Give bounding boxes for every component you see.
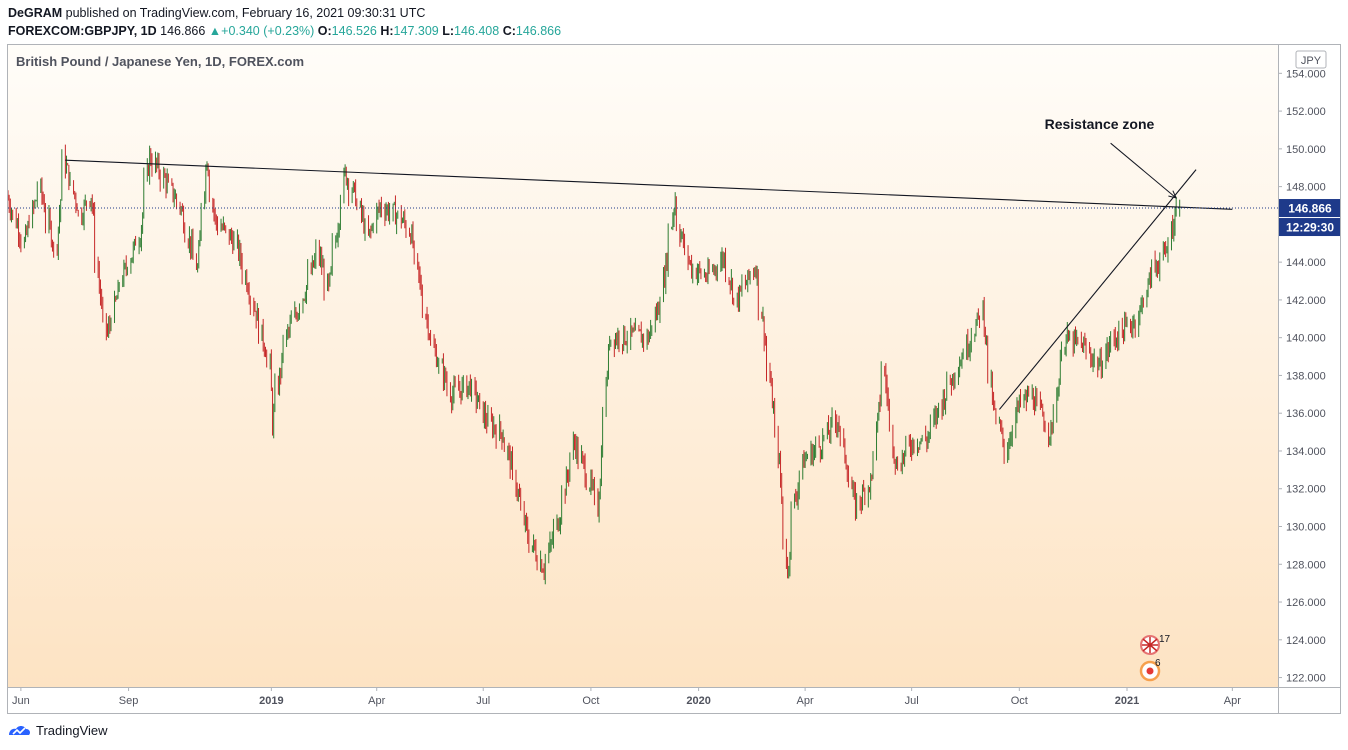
tradingview-brand[interactable]: TradingView <box>36 722 108 738</box>
resistance-trendline[interactable] <box>65 159 1233 210</box>
close-value: 146.866 <box>515 24 562 38</box>
price-up-arrow-icon: ▲ <box>208 24 222 38</box>
countdown-label: 12:29:30 <box>1286 221 1334 235</box>
published-line: published on TradingView.com, February 1… <box>65 6 426 20</box>
header-ohlc-row: FOREXCOM:GBPJPY, 1D 146.866 ▲+0.340 (+0.… <box>8 22 561 40</box>
event-count-label: 17 <box>1159 634 1171 645</box>
price-change: +0.340 (+0.23%) <box>221 24 315 38</box>
uk-flag-cross-icon <box>1142 637 1158 653</box>
last-price-tag-label: 146.866 <box>1288 202 1332 216</box>
high-value: 147.309 <box>393 24 439 38</box>
low-label: L: <box>442 24 455 38</box>
tradingview-logo-icon[interactable] <box>6 722 32 738</box>
y-tick-label: 148.000 <box>1286 182 1326 194</box>
y-tick-label: 128.000 <box>1286 559 1326 571</box>
footer: TradingView <box>6 722 108 738</box>
annotation-label: Resistance zone <box>1045 116 1155 132</box>
currency-badge[interactable] <box>1295 50 1327 69</box>
x-tick-label: 2019 <box>259 695 283 707</box>
y-tick-label: 122.000 <box>1286 673 1326 685</box>
x-tick-label: Jun <box>12 695 30 707</box>
y-tick-label: 154.000 <box>1286 68 1326 80</box>
x-tick-label: Apr <box>1224 695 1241 707</box>
y-tick-label: 138.000 <box>1286 370 1326 382</box>
event-count-label: 6 <box>1155 658 1161 669</box>
x-tick-label: Apr <box>368 695 385 707</box>
y-tick-label: 132.000 <box>1286 484 1326 496</box>
y-tick-label: 130.000 <box>1286 522 1326 534</box>
x-tick-label: Oct <box>582 695 599 707</box>
low-value: 146.408 <box>454 24 500 38</box>
candlestick-chart[interactable]: Resistance zone British Pound / Japanese … <box>8 45 1341 714</box>
x-tick-label: Jul <box>905 695 919 707</box>
header-publish-row: DeGRAM published on TradingView.com, Feb… <box>8 4 561 22</box>
y-tick-label: 124.000 <box>1286 635 1326 647</box>
y-tick-label: 152.000 <box>1286 106 1326 118</box>
plot-background <box>8 45 1278 687</box>
y-tick-label: 150.000 <box>1286 144 1326 156</box>
currency-label: JPY <box>1301 55 1322 67</box>
annotation-arrow-head-icon <box>1168 190 1178 199</box>
japan-flag-dot-icon <box>1146 667 1154 675</box>
y-tick-label: 126.000 <box>1286 597 1326 609</box>
publisher-name[interactable]: DeGRAM <box>8 6 63 20</box>
x-tick-label: Apr <box>797 695 814 707</box>
x-tick-label: Jul <box>476 695 490 707</box>
countdown-tag <box>1279 218 1340 237</box>
y-tick-label: 142.000 <box>1286 295 1326 307</box>
y-tick-label: 140.000 <box>1286 333 1326 345</box>
x-tick-label: Oct <box>1011 695 1028 707</box>
y-tick-label: 144.000 <box>1286 257 1326 269</box>
x-tick-label: 2020 <box>686 695 710 707</box>
support-trendline[interactable] <box>998 169 1197 410</box>
close-label: C: <box>502 24 516 38</box>
chart-header: DeGRAM published on TradingView.com, Feb… <box>8 4 561 40</box>
last-price: 146.866 <box>160 24 206 38</box>
chart-title: British Pound / Japanese Yen, 1D, FOREX.… <box>16 54 304 69</box>
chart-area[interactable]: Resistance zone British Pound / Japanese … <box>7 44 1341 714</box>
high-label: H: <box>380 24 394 38</box>
x-tick-label: Sep <box>119 695 139 707</box>
x-tick-label: 2021 <box>1115 695 1139 707</box>
open-value: 146.526 <box>331 24 377 38</box>
y-tick-label: 134.000 <box>1286 446 1326 458</box>
symbol-label: FOREXCOM:GBPJPY, 1D <box>8 24 157 38</box>
open-label: O: <box>317 24 332 38</box>
last-price-tag <box>1279 199 1340 218</box>
y-tick-label: 136.000 <box>1286 408 1326 420</box>
annotation-arrow <box>1110 142 1177 199</box>
